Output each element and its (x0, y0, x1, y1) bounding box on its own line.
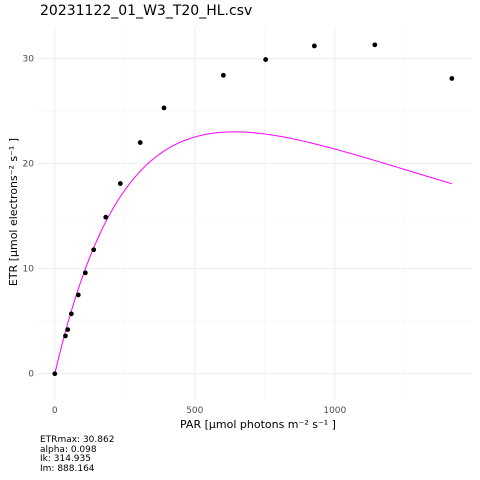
grid (38, 27, 472, 400)
x-axis-label: PAR [µmol photons m⁻² s⁻¹ ] (180, 418, 336, 431)
data-point (137, 140, 143, 145)
y-tick-label: 0 (28, 370, 34, 380)
x-tick-label: 500 (186, 406, 203, 416)
data-point (103, 214, 109, 220)
alpha-stat: alpha: 0.098 (40, 444, 97, 455)
data-points (52, 42, 455, 377)
data-point (63, 333, 68, 339)
data-point (117, 181, 123, 186)
data-point (52, 371, 58, 377)
fit-statistics: ETRmax: 30.862 alpha: 0.098 Ik: 314.935 … (40, 435, 115, 474)
data-point (75, 292, 81, 298)
data-point (68, 311, 74, 317)
y-tick-label: 10 (23, 265, 35, 275)
y-tick-label: 20 (23, 160, 35, 170)
data-point (161, 105, 167, 111)
data-point (263, 57, 269, 62)
fit-curve (54, 131, 452, 374)
y-axis-label: ETR [µmol electrons⁻² s⁻¹ ] (7, 138, 20, 286)
x-tick-label: 1000 (323, 406, 346, 416)
ik-stat: Ik: 314.935 (40, 454, 91, 464)
data-point (311, 43, 317, 49)
im-stat: Im: 888.164 (40, 463, 95, 474)
data-point (91, 247, 97, 253)
tick-labels: 0 500 1000 0 10 20 30 (23, 55, 347, 416)
data-point (65, 327, 71, 333)
y-tick-label: 30 (23, 55, 35, 65)
chart-title: 20231122_01_W3_T20_HL.csv (40, 3, 252, 19)
etrmax-stat: ETRmax: 30.862 (40, 435, 115, 445)
x-tick-label: 0 (52, 406, 58, 416)
data-point (82, 270, 88, 276)
data-point (449, 76, 455, 81)
data-point (220, 72, 226, 78)
data-point (372, 42, 378, 48)
